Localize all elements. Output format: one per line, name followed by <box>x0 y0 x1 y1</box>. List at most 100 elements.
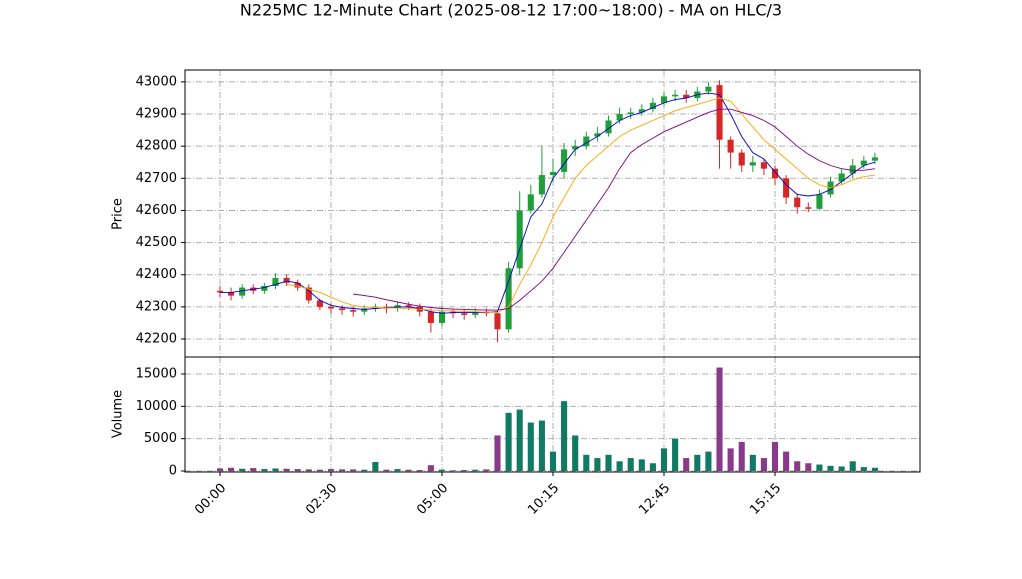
volume-bar <box>250 468 257 471</box>
volume-bar <box>483 469 490 471</box>
candle-body <box>816 194 823 209</box>
volume-bar <box>549 451 557 471</box>
candle-body <box>749 162 756 166</box>
candle-body <box>583 136 590 147</box>
volume-bar <box>771 441 779 471</box>
y-tick-label: 15000 <box>136 367 177 382</box>
candle-body <box>427 311 434 323</box>
candle-body <box>605 120 612 134</box>
volume-bar <box>683 458 690 471</box>
volume-bar <box>638 459 645 471</box>
y-tick-label: 10000 <box>136 399 177 414</box>
volume-bar <box>672 438 679 471</box>
candle-body <box>472 311 479 315</box>
candle-body <box>494 313 501 330</box>
candle-body <box>527 194 534 211</box>
volume-bar <box>749 454 756 471</box>
candle-body <box>339 308 346 311</box>
candle-body <box>549 171 557 176</box>
volume-bar <box>516 409 523 471</box>
volume-bar <box>827 465 834 471</box>
candle-body <box>860 160 867 166</box>
candle-body <box>561 149 568 172</box>
volume-bar <box>860 467 867 471</box>
volume-bar <box>505 412 512 471</box>
volume-bar <box>583 454 590 471</box>
x-tick-label: 15:15 <box>747 481 784 518</box>
volume-bar <box>760 458 767 471</box>
volume-bar <box>649 463 656 471</box>
moving-average-line <box>353 108 875 311</box>
candle-body <box>505 268 512 330</box>
volume-bar <box>327 469 335 471</box>
candle-body <box>228 292 235 296</box>
volume-bar <box>783 451 790 471</box>
volume-bar <box>472 469 479 471</box>
volume-bar <box>427 465 434 471</box>
candle-body <box>316 300 323 307</box>
candle-body <box>794 197 801 208</box>
candle-body <box>705 86 712 92</box>
y-tick-label: 42300 <box>136 299 177 314</box>
x-tick-label: 10:15 <box>525 481 562 518</box>
volume-bar <box>816 464 823 471</box>
volume-bar <box>394 469 401 471</box>
moving-average-line <box>220 92 876 314</box>
y-tick-label: 5000 <box>144 431 177 446</box>
candle-body <box>727 139 734 153</box>
y-tick-label: 43000 <box>136 74 177 89</box>
volume-bar <box>339 469 346 471</box>
volume-bar <box>316 469 323 471</box>
candle-body <box>660 96 668 103</box>
candle-body <box>683 94 690 98</box>
volume-bar <box>294 469 301 471</box>
candle-body <box>738 152 745 166</box>
volume-bar <box>216 468 224 471</box>
volume-bar <box>261 469 268 471</box>
candle-body <box>849 165 856 174</box>
volume-bar <box>228 467 235 471</box>
candle-body <box>716 85 723 140</box>
volume-bar <box>527 422 534 471</box>
volume-bar <box>372 461 379 471</box>
volume-bar <box>616 461 623 471</box>
chart-title: N225MC 12-Minute Chart (2025-08-12 17:00… <box>240 1 782 20</box>
candle-body <box>771 168 779 179</box>
candle-body <box>672 94 679 97</box>
candle-body <box>350 310 357 312</box>
y-tick-label: 42400 <box>136 267 177 282</box>
candle-body <box>361 308 368 312</box>
candle-body <box>594 133 601 137</box>
volume-bar <box>383 469 390 471</box>
candle-body <box>572 146 579 150</box>
volume-bar <box>561 401 568 471</box>
candle-body <box>760 162 767 169</box>
candle-body <box>838 173 845 182</box>
y-tick-label: 0 <box>169 463 177 478</box>
volume-bar <box>461 470 468 471</box>
candle-body <box>294 282 301 288</box>
candle-body <box>305 287 312 301</box>
y-tick-label: 42800 <box>136 139 177 154</box>
candle-body <box>461 313 468 315</box>
volume-bar <box>705 451 712 471</box>
volume-bar <box>572 435 579 471</box>
volume-bar <box>660 448 668 471</box>
volume-bar <box>805 463 812 471</box>
volume-bar <box>538 420 545 471</box>
candle-body <box>438 311 446 323</box>
candle-body <box>283 277 290 283</box>
volume-panel-frame <box>184 356 921 473</box>
volume-bar <box>305 469 312 471</box>
volume-bar <box>405 469 412 471</box>
volume-axis-label: Volume <box>111 390 126 438</box>
volume-bar <box>594 458 601 471</box>
candle-body <box>239 287 246 296</box>
volume-bar <box>849 461 856 471</box>
y-tick-label: 42500 <box>136 235 177 250</box>
volume-bar <box>627 458 634 471</box>
volume-bar <box>438 469 446 471</box>
volume-bar <box>716 367 723 471</box>
candle-body <box>783 178 790 198</box>
